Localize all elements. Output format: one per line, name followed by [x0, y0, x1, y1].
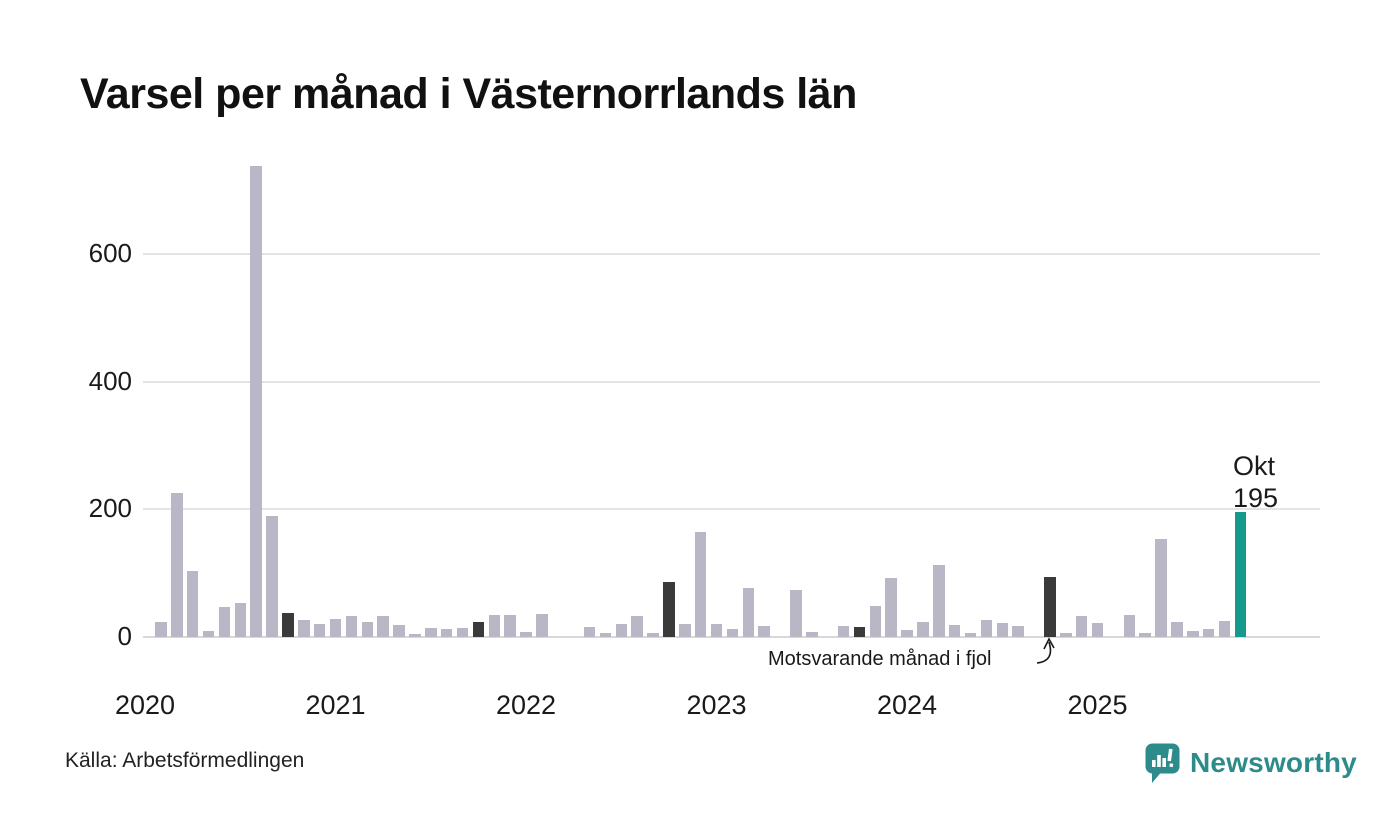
bar-2021-02 — [345, 615, 358, 637]
highlight-value-text: 195 — [1233, 483, 1279, 514]
newsworthy-logo-text: Newsworthy — [1190, 746, 1357, 778]
bar-2021-12 — [504, 615, 516, 637]
bar-2021-05 — [393, 624, 405, 637]
bar-2024-06 — [980, 620, 993, 637]
bar-2020-06 — [218, 606, 231, 637]
bar-2020-10 — [282, 612, 294, 637]
bar-2025-05 — [1155, 539, 1167, 637]
bar-2020-02 — [155, 621, 167, 637]
bar-2024-04 — [948, 624, 961, 637]
bar-2023-06 — [790, 590, 802, 637]
annotation-arrow-icon — [1036, 637, 1055, 664]
bar-2021-08 — [440, 628, 453, 637]
year-label-2021: 2021 — [305, 690, 366, 720]
bar-2023-04 — [758, 626, 770, 637]
bar-2020-09 — [266, 515, 278, 637]
bar-2022-09 — [647, 633, 659, 637]
bar-2021-04 — [377, 615, 389, 637]
bar-2023-03 — [742, 588, 754, 637]
bar-2022-08 — [631, 615, 643, 637]
bar-2024-10 — [1044, 576, 1056, 637]
bar-2024-07 — [996, 622, 1008, 637]
y-tick-label-0: 0 — [117, 621, 132, 651]
bar-2020-04 — [186, 571, 199, 637]
gridline-200 — [143, 508, 1320, 511]
bar-2021-06 — [409, 634, 421, 637]
bar-2024-05 — [964, 632, 977, 637]
bar-2024-02 — [917, 621, 929, 637]
bar-2020-07 — [234, 603, 246, 637]
bar-2023-12 — [885, 577, 897, 637]
bar-2021-11 — [488, 614, 500, 637]
bar-2024-03 — [933, 565, 945, 637]
bar-2023-02 — [726, 629, 739, 637]
gridline-400 — [143, 380, 1320, 383]
y-tick-label-400: 400 — [88, 365, 132, 396]
newsworthy-logo: Newsworthy — [1144, 742, 1357, 783]
year-label-2025: 2025 — [1067, 690, 1128, 720]
bar-2023-07 — [806, 631, 818, 637]
bar-2020-08 — [250, 166, 262, 637]
bar-2025-03 — [1123, 614, 1135, 637]
bar-2024-01 — [901, 629, 913, 637]
bar-2022-05 — [583, 626, 596, 637]
bar-2025-08 — [1202, 629, 1215, 637]
bar-2022-11 — [679, 624, 691, 637]
bar-2025-10 — [1234, 512, 1247, 637]
bar-2020-03 — [171, 492, 183, 637]
y-tick-label-600: 600 — [88, 237, 132, 268]
year-label-2023: 2023 — [686, 690, 747, 720]
chart-title: Varsel per månad i Västernorrlands län — [80, 70, 857, 118]
year-label-2024: 2024 — [876, 690, 938, 720]
bar-2022-10 — [663, 582, 675, 637]
bar-2025-07 — [1187, 631, 1199, 637]
bar-2023-09 — [837, 626, 850, 637]
bar-2023-01 — [710, 624, 723, 637]
bar-2021-03 — [361, 621, 373, 637]
gridline-0 — [143, 636, 1320, 638]
bar-2023-11 — [869, 605, 881, 637]
bar-2025-09 — [1218, 621, 1231, 637]
bar-2024-08 — [1012, 626, 1024, 637]
bar-2021-10 — [472, 621, 485, 637]
bar-2024-12 — [1075, 615, 1088, 637]
bar-2025-01 — [1091, 622, 1104, 637]
bar-2022-12 — [694, 532, 707, 637]
bar-2024-11 — [1060, 632, 1072, 637]
highlight-value-label: Okt 195 — [1233, 450, 1278, 515]
bar-2021-07 — [425, 628, 437, 637]
bar-2020-05 — [202, 630, 215, 637]
newsworthy-logo-icon — [1145, 743, 1180, 783]
bar-2023-10 — [853, 627, 866, 637]
bar-2020-12 — [313, 623, 326, 637]
year-label-2020: 2020 — [114, 690, 176, 720]
bar-2025-06 — [1171, 621, 1183, 637]
y-tick-label-200: 200 — [88, 493, 132, 524]
source-caption: Källa: Arbetsförmedlingen — [65, 749, 305, 772]
bar-2022-02 — [536, 614, 548, 637]
highlight-month-text: Okt — [1233, 451, 1276, 481]
year-label-2022: 2022 — [495, 690, 557, 720]
bar-2021-01 — [329, 619, 342, 637]
bar-2020-11 — [298, 620, 310, 637]
bar-2021-09 — [456, 628, 469, 637]
bar-2025-04 — [1139, 632, 1151, 637]
bar-2022-07 — [615, 624, 627, 637]
annotation-label: Motsvarande månad i fjol — [768, 648, 992, 670]
bar-2022-01 — [520, 631, 532, 637]
bar-2022-06 — [599, 632, 612, 637]
gridline-600 — [143, 252, 1320, 255]
